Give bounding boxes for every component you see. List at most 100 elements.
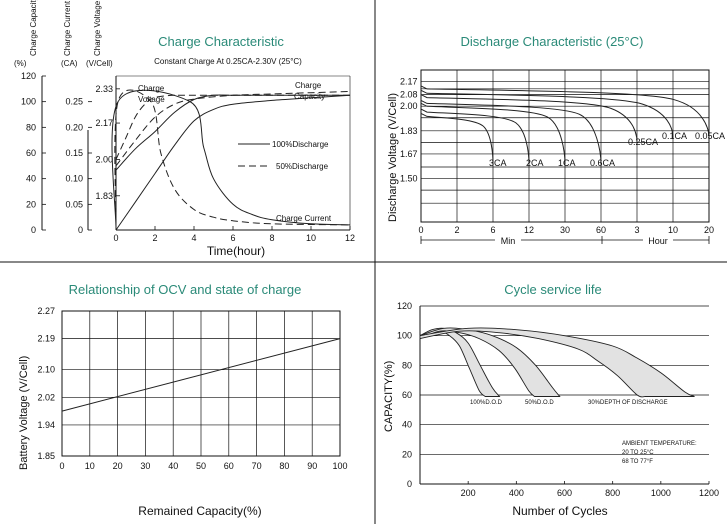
charge-x-tick-label: 2 — [152, 233, 157, 243]
cycle-x-tick-label: 400 — [509, 488, 524, 498]
annotation-charge-voltage-line2: Voltage — [138, 95, 165, 104]
cycle-life-chart: Cycle service life CAPACITY(%) Number of… — [383, 282, 719, 518]
ocv-x-tick-label: 50 — [196, 461, 206, 471]
charge-series-charge-voltage-50-discharge — [115, 94, 350, 160]
cycle-chart-title: Cycle service life — [504, 282, 602, 297]
ocv-x-tick-label: 70 — [252, 461, 262, 471]
discharge-x-tick-label: 0 — [418, 225, 423, 235]
charge-voltage-unit: (V/Cell) — [86, 59, 113, 68]
discharge-label-0-1ca: 0.1CA — [662, 131, 687, 141]
discharge-curve-3ca — [420, 112, 494, 165]
annotation-charge-capacity-line1: Charge — [295, 81, 322, 90]
charge-capacity-header: Charge Capacity — [29, 0, 38, 56]
cycle-y-tick-label: 40 — [402, 420, 412, 430]
charge-capacity-unit: (%) — [14, 59, 27, 68]
charge-x-ticks: 0 2 4 6 8 10 12 — [113, 226, 355, 243]
charge-x-tick-label: 8 — [269, 233, 274, 243]
ocv-line — [61, 338, 341, 412]
ambient-note-line3: 68 TO 77°F — [622, 459, 653, 465]
charge-current-header: Charge Current — [63, 0, 72, 56]
annotation-charge-voltage-line1: Charge — [138, 84, 165, 93]
charge-chart-title: Charge Characteristic — [158, 34, 284, 49]
ambient-note-line1: AMBIENT TEMPERATURE: — [622, 441, 697, 447]
charge-series — [111, 89, 351, 231]
cycle-y-tick-label: 60 — [402, 390, 412, 400]
discharge-y-tick-label: 1.50 — [400, 174, 418, 184]
charge-series-charge-voltage-100-discharge — [115, 94, 350, 171]
discharge-series — [420, 85, 710, 165]
ocv-y-tick-label: 2.19 — [37, 334, 55, 344]
cycle-x-tick-label: 600 — [557, 488, 572, 498]
capacity-tick-label: 80 — [26, 122, 36, 132]
charge-x-tick-label: 4 — [191, 233, 196, 243]
charge-chart-subtitle: Constant Charge At 0.25CA-2.30V (25°C) — [154, 57, 302, 66]
cycle-band-30-depth-of-discharge — [419, 327, 695, 398]
discharge-curve-0-1ca — [420, 89, 674, 139]
ocv-y-label: Battery Voltage (V/Cell) — [18, 356, 30, 470]
discharge-curve-2ca — [420, 108, 530, 165]
charge-voltage-ticks: 2.33 2.17 2.00 1.83 — [95, 84, 120, 201]
discharge-x-tick-label: 30 — [560, 225, 570, 235]
charge-current-ticks: 0.25 0.20 0.15 0.10 0.05 0 — [65, 97, 92, 235]
ocv-x-tick-label: 40 — [168, 461, 178, 471]
voltage-tick-label: 2.17 — [95, 118, 113, 128]
annotation-charge-current: Charge Current — [276, 214, 332, 223]
current-tick-label: 0.20 — [65, 122, 83, 132]
ocv-series — [61, 338, 341, 412]
discharge-label-0-6ca: 0.6CA — [590, 158, 615, 168]
cycle-y-tick-label: 20 — [402, 449, 412, 459]
capacity-tick-label: 20 — [26, 199, 36, 209]
legend-100-discharge: 100%Discharge — [272, 140, 329, 149]
charge-capacity-ticks: 120 100 80 60 40 20 0 — [21, 71, 46, 235]
discharge-label-3ca: 3CA — [489, 158, 507, 168]
discharge-curve-labels: 3CA 2CA 1CA 0.6CA 0.25CA 0.1CA 0.05CA — [489, 131, 725, 168]
discharge-label-0-05ca: 0.05CA — [695, 131, 725, 141]
cycle-y-label: CAPACITY(%) — [383, 361, 395, 432]
discharge-curve-0-05ca — [420, 85, 710, 139]
ocv-x-tick-label: 10 — [85, 461, 95, 471]
charge-series-charge-current-100-discharge — [111, 89, 351, 231]
legend-50-discharge: 50%Discharge — [276, 162, 329, 171]
ocv-x-tick-label: 20 — [113, 461, 123, 471]
charge-voltage-header: Charge Voltage — [93, 0, 102, 56]
discharge-characteristic-chart: Discharge Characteristic (25°C) Discharg… — [387, 34, 725, 246]
ocv-x-tick-label: 90 — [307, 461, 317, 471]
ocv-chart-title: Relationship of OCV and state of charge — [69, 282, 302, 297]
ocv-x-tick-label: 100 — [332, 461, 347, 471]
ocv-x-tick-label: 30 — [140, 461, 150, 471]
discharge-curve-1ca — [420, 102, 566, 165]
charge-x-tick-label: 12 — [345, 233, 355, 243]
min-label-bg — [495, 234, 521, 246]
current-tick-label: 0 — [78, 225, 83, 235]
annotation-charge-capacity-line2: Capacity — [294, 92, 325, 101]
charge-x-tick-label: 0 — [113, 233, 118, 243]
band-label-100-dod: 100%D.O.D — [470, 400, 503, 406]
charge-legend: 100%Discharge 50%Discharge — [238, 140, 329, 171]
ocv-x-tick-label: 0 — [59, 461, 64, 471]
cycle-series — [419, 327, 695, 398]
voltage-tick-label: 2.33 — [95, 84, 113, 94]
ocv-x-tick-label: 80 — [279, 461, 289, 471]
discharge-label-2ca: 2CA — [526, 158, 544, 168]
ocv-y-tick-label: 1.85 — [37, 451, 55, 461]
capacity-tick-label: 120 — [21, 71, 36, 81]
discharge-y-tick-label: 1.67 — [400, 149, 418, 159]
discharge-y-ticks: 2.17 2.082.00 1.83 1.67 1.50 — [400, 77, 418, 184]
discharge-x-tick-label: 6 — [490, 225, 495, 235]
ocv-y-tick-label: 2.02 — [37, 392, 55, 402]
discharge-x-tick-label: 12 — [524, 225, 534, 235]
discharge-curve-0-25ca — [420, 94, 638, 143]
discharge-x-ticks: 0 2 6 12 30 60 3 10 20 — [418, 225, 714, 235]
capacity-tick-label: 0 — [31, 225, 36, 235]
discharge-label-0-25ca: 0.25CA — [628, 137, 658, 147]
cycle-y-tick-label: 0 — [407, 479, 412, 489]
current-tick-label: 0.05 — [65, 199, 83, 209]
capacity-tick-label: 100 — [21, 97, 36, 107]
ocv-x-label: Remained Capacity(%) — [138, 504, 261, 518]
min-label: Min — [501, 236, 516, 246]
current-tick-label: 0.15 — [65, 148, 83, 158]
discharge-curve-0-6ca — [420, 99, 602, 165]
charge-current-unit: (CA) — [61, 59, 78, 68]
cycle-y-tick-label: 120 — [397, 301, 412, 311]
